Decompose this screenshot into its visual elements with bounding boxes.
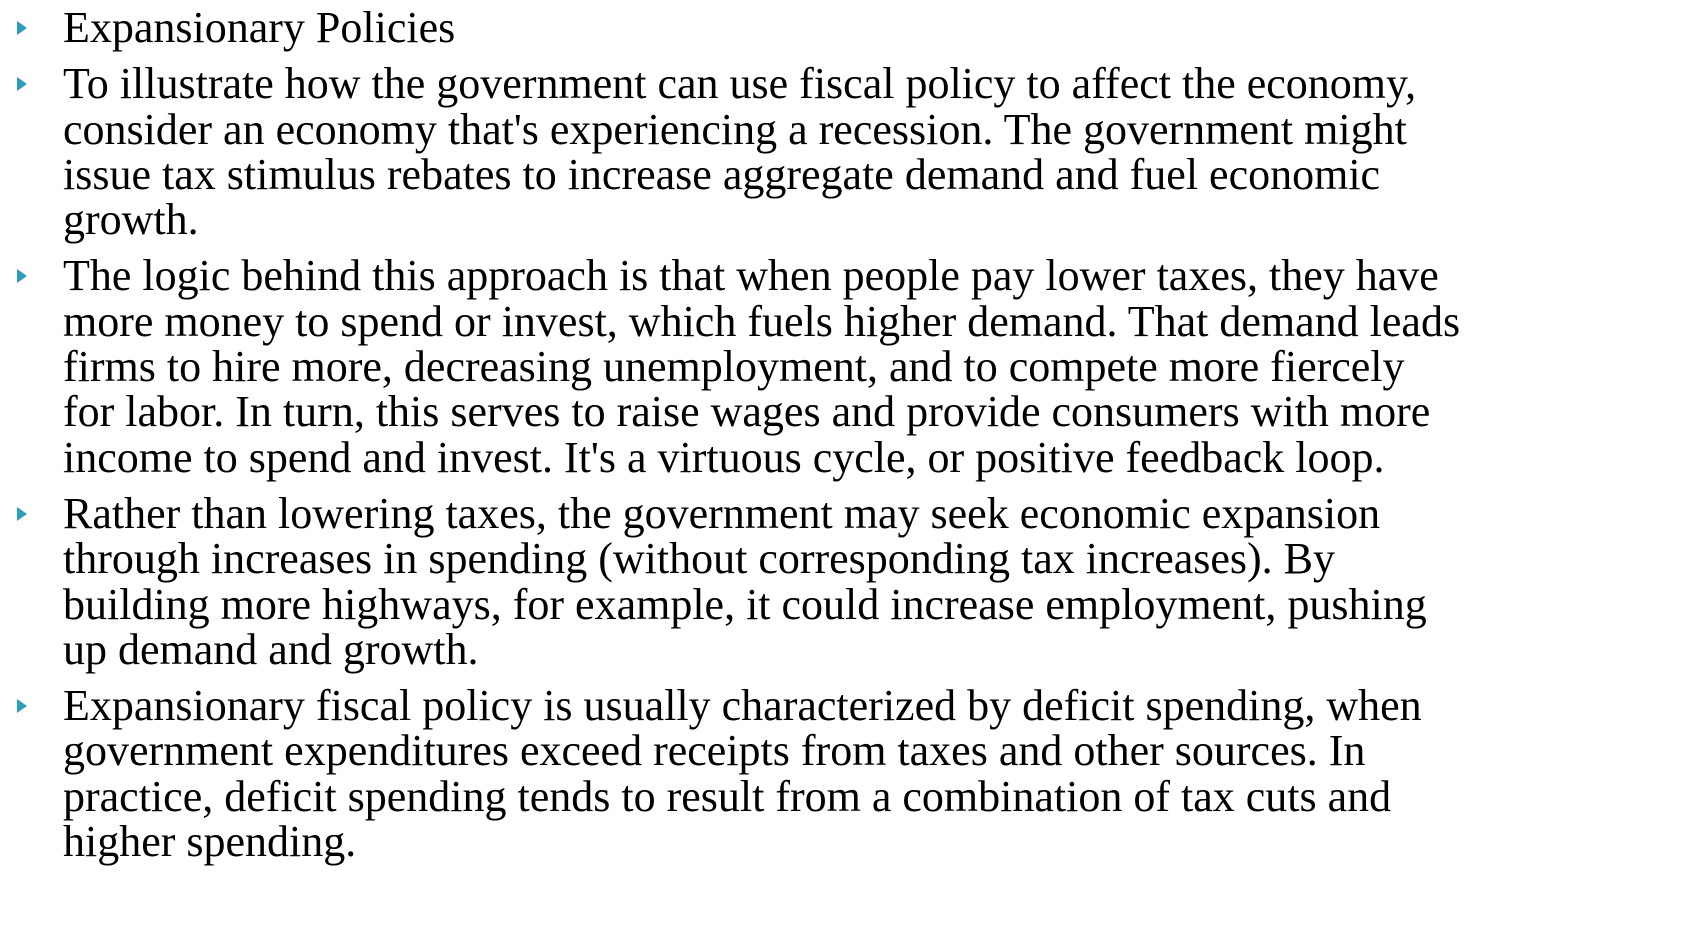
triangle (17, 506, 27, 521)
text-line: Expansionary Policies (63, 3, 456, 52)
triangle (17, 77, 27, 92)
bullet-marker (17, 506, 27, 521)
bullet-item: Rather than lowering taxes, the governme… (0, 491, 1683, 672)
text-line: firms to hire more, decreasing unemploym… (63, 342, 1405, 392)
bullet-item: To illustrate how the government can use… (0, 61, 1683, 242)
bullet-marker (17, 269, 27, 284)
text-line: The logic behind this approach is that w… (63, 251, 1439, 301)
bullet-item: Expansionary fiscal policy is usually ch… (0, 683, 1683, 864)
bullet-marker (17, 77, 27, 92)
text-line: Expansionary fiscal policy is usually ch… (63, 681, 1422, 731)
text-line: more money to spend or invest, which fue… (63, 296, 1461, 346)
text-line: growth. (63, 195, 199, 245)
text-line: building more highways, for example, it … (63, 579, 1427, 629)
text-line: income to spend and invest. It's a virtu… (63, 432, 1385, 482)
triangle (17, 699, 27, 714)
triangle (17, 21, 27, 35)
bullet-item: The logic behind this approach is that w… (0, 251, 1683, 482)
text-line: up demand and growth. (63, 624, 479, 674)
text-line: practice, deficit spending tends to resu… (63, 771, 1392, 821)
text-line: government expenditures exceed receipts … (63, 726, 1366, 776)
text-line: for labor. In turn, this serves to raise… (63, 387, 1431, 437)
text-line: Rather than lowering taxes, the governme… (63, 488, 1381, 538)
text-line: through increases in spending (without c… (63, 534, 1336, 584)
triangle (17, 269, 27, 284)
bullet-marker (17, 699, 27, 714)
text-line: issue tax stimulus rebates to increase a… (63, 149, 1381, 199)
text-line: higher spending. (63, 817, 357, 867)
bullet-marker (17, 21, 27, 35)
text-line: To illustrate how the government can use… (63, 59, 1417, 109)
text-line: consider an economy that's experiencing … (63, 104, 1407, 154)
bullet-item: Expansionary Policies (0, 5, 1683, 50)
